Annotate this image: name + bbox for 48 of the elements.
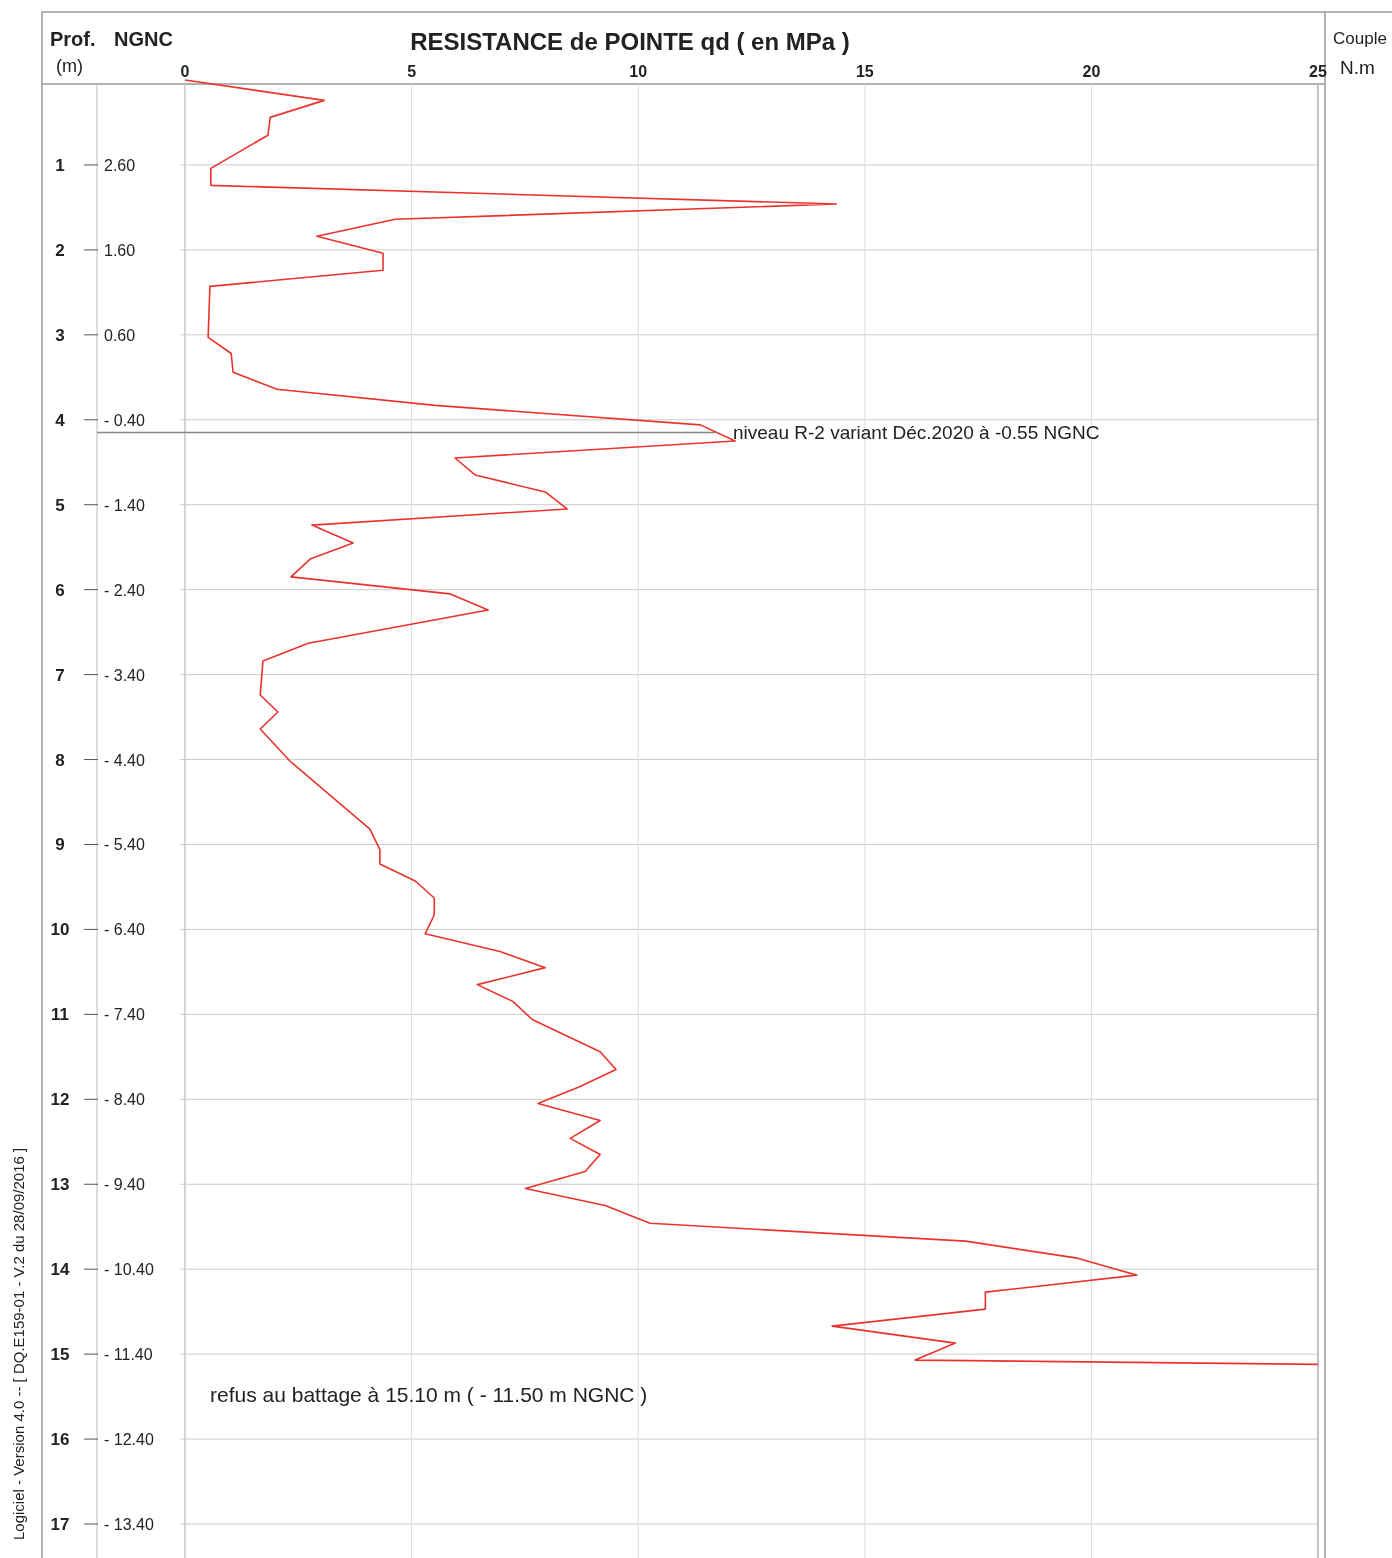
y-tick-label: 3 (55, 325, 65, 345)
y2-tick-label: - 8.40 (104, 1091, 146, 1109)
y-tick-label: 16 (50, 1430, 70, 1450)
y-tick-label: 12 (50, 1090, 70, 1110)
y-tick-label: 2 (55, 240, 65, 260)
x-tick-label: 5 (407, 63, 417, 80)
y2-tick-label: - 3.40 (104, 666, 146, 684)
text: N.m (1340, 57, 1375, 78)
y2-tick-label: - 5.40 (104, 836, 146, 854)
y2-tick-label: - 10.40 (104, 1261, 154, 1279)
y-tick-label: 11 (51, 1005, 69, 1025)
ref-line-label: niveau R-2 variant Déc.2020 à -0.55 NGNC (733, 421, 1100, 443)
y2-axis-title: NGNC (114, 28, 173, 50)
y-tick-label: 4 (55, 410, 66, 430)
x-tick-label: 20 (1082, 63, 1101, 80)
y2-tick-label: - 11.40 (104, 1346, 153, 1364)
x-tick-label: 15 (855, 63, 874, 80)
y-tick-label: 8 (55, 750, 65, 770)
y2-tick-label: - 4.40 (104, 751, 146, 769)
y2-tick-label: - 1.40 (104, 496, 146, 514)
x-tick-label: 0 (180, 63, 190, 80)
y2-tick-label: - 7.40 (104, 1006, 146, 1024)
y-tick-label: 15 (50, 1345, 70, 1365)
y-tick-label: 5 (55, 495, 65, 515)
x-tick-label: 10 (629, 63, 648, 80)
y-tick-label: 6 (55, 580, 65, 600)
y2-tick-label: - 0.40 (104, 411, 146, 429)
y2-tick-label: - 12.40 (104, 1431, 154, 1449)
y-tick-label: 17 (50, 1515, 70, 1535)
annotation: refus au battage à 15.10 m ( - 11.50 m NGNC ) (210, 1383, 648, 1406)
y-tick-label: 13 (50, 1175, 70, 1195)
y-tick-label: 9 (55, 835, 65, 855)
y-tick-label: 7 (55, 665, 65, 685)
y-tick-label: 10 (50, 920, 70, 940)
y2-tick-label: - 6.40 (104, 921, 146, 939)
y2-tick-label: 0.60 (104, 326, 136, 344)
x-tick-label: 25 (1309, 63, 1327, 80)
y-tick-label: 14 (50, 1260, 70, 1280)
y2-tick-label: - 13.40 (104, 1516, 154, 1534)
text: Logiciel - Version 4.0 -- [ DQ.E159-01 - V.2 du 28/09/2016 ] (10, 1147, 27, 1540)
y-tick-label: 1 (55, 155, 65, 175)
y2-tick-label: - 9.40 (104, 1176, 146, 1194)
y2-tick-label: - 2.40 (104, 581, 146, 599)
y2-tick-label: 1.60 (104, 241, 136, 259)
y2-tick-label: 2.60 (104, 156, 136, 174)
chart-title: RESISTANCE de POINTE qd ( en MPa ) (410, 28, 850, 55)
y-axis-title: Prof. (m) (50, 28, 96, 76)
text: Couple (1333, 29, 1387, 48)
